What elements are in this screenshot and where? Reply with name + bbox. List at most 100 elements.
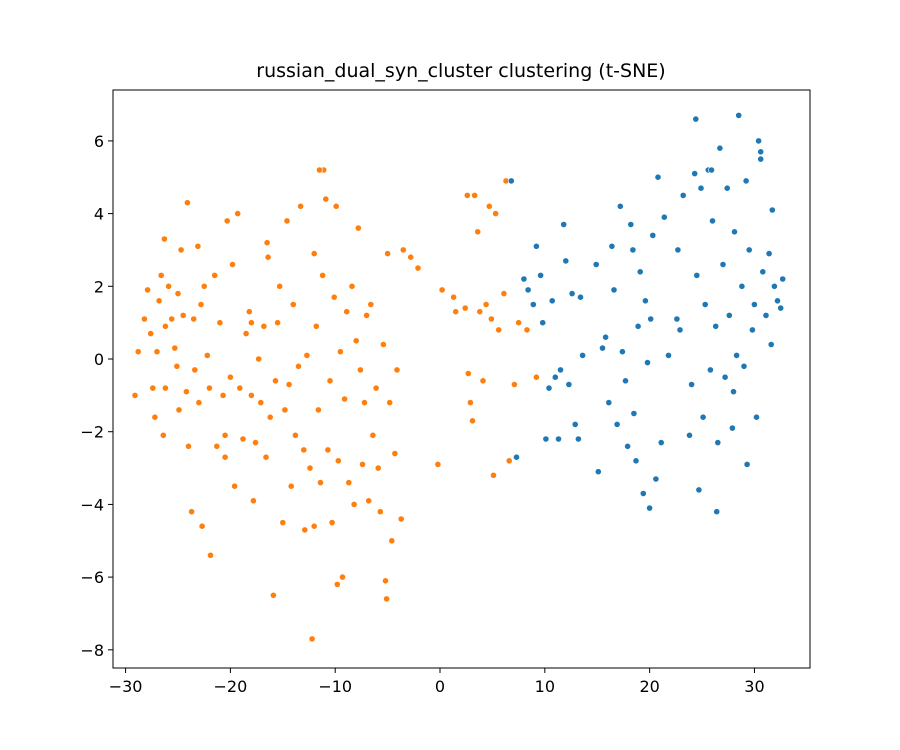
- data-point: [438, 286, 446, 294]
- data-point: [386, 399, 394, 406]
- data-point: [751, 301, 758, 308]
- data-point: [729, 424, 736, 432]
- data-point: [221, 453, 229, 461]
- data-point: [330, 293, 338, 301]
- data-point: [654, 173, 662, 181]
- data-point: [195, 399, 203, 406]
- data-point: [249, 497, 257, 505]
- y-tick-label: −2: [80, 423, 104, 442]
- x-tick-label: 10: [535, 677, 555, 696]
- data-point: [213, 442, 221, 450]
- data-point: [644, 359, 651, 366]
- data-point: [524, 286, 532, 294]
- data-point: [188, 508, 195, 516]
- data-point: [269, 591, 277, 599]
- data-point: [173, 362, 181, 370]
- data-point: [414, 264, 422, 272]
- y-tick-label: 4: [94, 205, 104, 224]
- data-point: [434, 460, 442, 468]
- data-point: [365, 497, 373, 505]
- data-point: [231, 482, 238, 490]
- data-point: [767, 341, 775, 348]
- data-point: [745, 246, 753, 254]
- data-point: [693, 271, 701, 279]
- data-point: [725, 311, 733, 319]
- data-point: [281, 406, 289, 414]
- data-point: [159, 431, 167, 439]
- data-point: [463, 191, 471, 199]
- data-point: [469, 417, 476, 425]
- data-point: [339, 573, 346, 581]
- data-point: [171, 344, 179, 352]
- data-point: [713, 508, 721, 516]
- data-point: [476, 308, 484, 316]
- data-point: [352, 337, 360, 345]
- data-point: [719, 261, 727, 268]
- data-point: [740, 362, 748, 370]
- data-point: [388, 537, 396, 545]
- x-axis: −30 −20 −10 0 10 20 30: [109, 668, 765, 696]
- data-point: [306, 464, 314, 472]
- data-point: [557, 366, 564, 374]
- data-point: [260, 322, 268, 330]
- data-point: [372, 384, 380, 392]
- data-point: [161, 384, 169, 392]
- data-point: [310, 250, 318, 257]
- data-point: [319, 271, 326, 279]
- data-point: [200, 282, 208, 290]
- data-point: [632, 457, 640, 465]
- data-point: [177, 246, 185, 254]
- data-point: [341, 395, 348, 403]
- data-point: [599, 344, 606, 352]
- data-point: [639, 490, 647, 497]
- data-point: [289, 301, 297, 308]
- data-point: [474, 228, 482, 236]
- x-tick-label: 30: [744, 677, 764, 696]
- data-point: [634, 322, 642, 330]
- data-point: [673, 315, 681, 323]
- data-point: [513, 453, 520, 461]
- y-tick-label: −6: [80, 568, 104, 587]
- data-point: [301, 526, 309, 534]
- data-point: [551, 373, 559, 381]
- data-point: [242, 330, 250, 337]
- data-point: [308, 635, 316, 643]
- series-0: [131, 166, 540, 643]
- data-point: [179, 311, 187, 319]
- data-point: [168, 315, 176, 323]
- data-point: [735, 112, 743, 119]
- data-point: [336, 348, 344, 356]
- data-point: [707, 366, 714, 374]
- data-point: [753, 413, 760, 421]
- data-point: [466, 399, 474, 406]
- data-point: [613, 420, 621, 428]
- data-point: [255, 355, 263, 363]
- data-point: [507, 177, 515, 185]
- data-point: [716, 144, 724, 152]
- data-point: [697, 184, 705, 192]
- data-point: [560, 221, 568, 228]
- data-point: [291, 431, 299, 439]
- data-point: [165, 282, 172, 290]
- data-point: [520, 275, 528, 283]
- data-point: [482, 301, 490, 308]
- chart-title: russian_dual_syn_cluster clustering (t-S…: [256, 60, 665, 82]
- data-point: [363, 311, 370, 319]
- data-point: [676, 326, 684, 334]
- series-1: [507, 112, 787, 516]
- data-point: [627, 221, 635, 228]
- data-point: [642, 297, 649, 305]
- data-point: [194, 242, 202, 250]
- data-point: [743, 460, 751, 468]
- data-point: [247, 391, 255, 399]
- data-point: [207, 551, 214, 559]
- data-point: [652, 475, 660, 483]
- data-point: [500, 290, 508, 297]
- data-point: [407, 253, 415, 261]
- y-tick-label: 2: [94, 277, 104, 296]
- data-point: [492, 210, 499, 217]
- data-point: [548, 297, 556, 305]
- data-point: [610, 286, 618, 294]
- data-point: [511, 381, 518, 388]
- data-point: [314, 406, 322, 414]
